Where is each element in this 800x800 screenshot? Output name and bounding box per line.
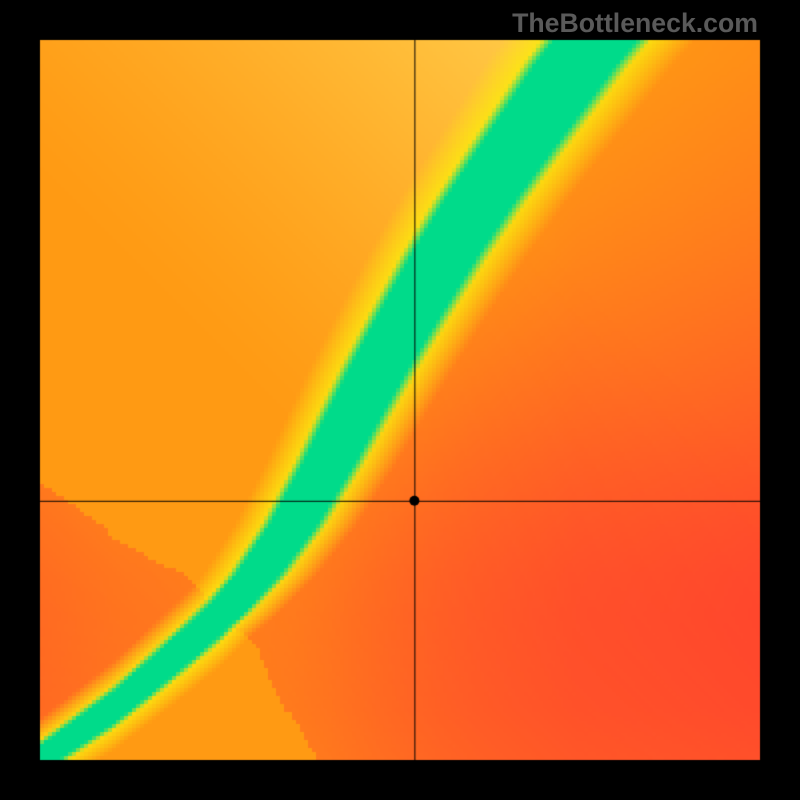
chart-container: TheBottleneck.com: [0, 0, 800, 800]
bottleneck-heatmap-canvas: [0, 0, 800, 800]
